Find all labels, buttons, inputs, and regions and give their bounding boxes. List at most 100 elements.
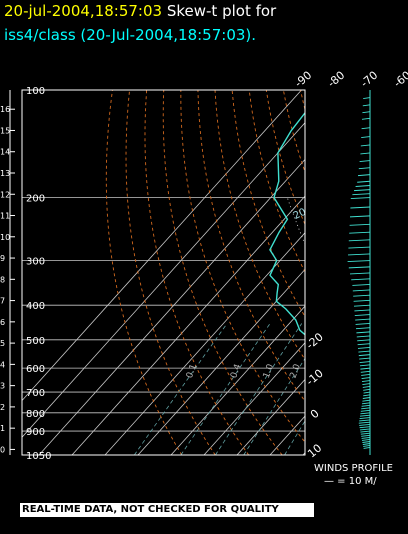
isotherm-label: -70: [358, 69, 380, 91]
isotherm-line: [236, 378, 305, 455]
wind-barb: [360, 432, 371, 435]
isotherm-label: 0: [308, 407, 322, 421]
wind-barb: [355, 185, 371, 187]
mixing-ratio-line: [354, 323, 408, 455]
wind-barb: [361, 407, 371, 410]
isotherm-line: [22, 122, 305, 438]
wind-barb: [349, 272, 371, 275]
wind-barb: [358, 350, 371, 353]
dry-adiabat-line: [125, 90, 216, 455]
wind-barb: [354, 314, 371, 317]
isotherm-line: [170, 305, 305, 455]
height-tick-label: 1: [0, 424, 5, 433]
wind-barb: [361, 136, 371, 139]
plot-area: [22, 90, 408, 455]
isotherm-line: [336, 90, 408, 455]
wind-barb: [352, 289, 371, 292]
wind-barb: [357, 174, 371, 177]
dry-adiabat-line: [300, 90, 305, 112]
wind-barb: [347, 253, 371, 256]
isotherm-label: -60: [391, 69, 408, 91]
dry-adiabat-line: [162, 90, 283, 455]
height-tick-label: 15: [0, 126, 10, 135]
wind-barb: [352, 284, 371, 286]
wind-barb: [357, 346, 371, 349]
dewpoint-profile-line: [269, 111, 305, 336]
wind-barb: [362, 441, 371, 443]
wind-barb: [359, 361, 371, 363]
height-tick-label: 4: [0, 360, 5, 369]
isotherm-line: [104, 232, 305, 455]
moist-adiabat-line: [321, 198, 359, 455]
winds-scale-label: — = 10 M/: [324, 476, 377, 487]
moist-adiabat-line: [376, 198, 408, 455]
pressure-label: 200: [26, 194, 45, 205]
pressure-label: 100: [26, 86, 45, 97]
wind-barb: [362, 399, 371, 402]
wind-barb: [349, 215, 371, 218]
height-tick-label: 9: [0, 254, 5, 263]
pressure-label: 400: [26, 301, 45, 312]
wind-barb: [356, 335, 371, 338]
wind-barb: [361, 402, 371, 405]
height-tick-label: 2: [0, 403, 5, 412]
dry-adiabat-line: [318, 90, 408, 455]
height-tick-label: 5: [0, 339, 5, 348]
wind-barb: [362, 111, 371, 114]
title-text: Skew-t plot for: [162, 2, 277, 20]
pressure-label: 500: [26, 336, 45, 347]
wind-barb: [363, 445, 371, 447]
isotherm-line: [137, 268, 305, 455]
wind-barb: [355, 327, 371, 330]
wind-barb: [363, 446, 371, 449]
isotherm-label: -20: [304, 330, 326, 352]
pressure-label: 1050: [26, 451, 51, 462]
wind-barb: [348, 246, 371, 249]
wind-barb: [354, 309, 371, 312]
wind-barb: [361, 127, 371, 130]
dry-adiabat-line: [265, 90, 305, 226]
wind-barb: [361, 434, 371, 437]
wind-barb: [353, 294, 371, 297]
wind-barb: [350, 206, 371, 209]
pressure-label: 600: [26, 364, 45, 375]
wind-barb: [359, 160, 371, 162]
wind-barb: [358, 167, 371, 170]
isotherm-label: -80: [325, 69, 347, 91]
height-tick-label: 13: [0, 169, 10, 178]
pressure-label: 300: [26, 257, 45, 268]
wind-barb: [361, 380, 371, 383]
wind-barb: [362, 385, 371, 388]
dry-adiabat-line: [352, 90, 408, 455]
moist-adiabat-line: [362, 198, 383, 455]
wind-barb: [361, 436, 371, 439]
isotherm-line: [369, 90, 408, 455]
wind-barb: [361, 377, 371, 379]
dry-adiabat-line: [231, 90, 305, 318]
wind-barb: [357, 180, 371, 183]
height-tick-label: 0: [0, 445, 5, 454]
wind-barb: [359, 426, 371, 429]
height-tick-label: 6: [0, 318, 5, 327]
isotherm-label: -90: [292, 69, 314, 91]
wind-barb: [363, 391, 371, 394]
wind-barb: [358, 421, 371, 424]
wind-barb: [353, 304, 371, 307]
height-tick-label: 14: [0, 148, 10, 157]
mixing-ratio-line: [215, 323, 303, 455]
wind-barb: [350, 197, 371, 200]
mixing-ratio-label: 0.4: [229, 363, 243, 380]
wind-barb: [348, 266, 371, 269]
mixing-ratio-label: 1.0: [262, 363, 276, 380]
wind-barb: [352, 193, 371, 196]
wind-barb: [360, 370, 371, 373]
wind-barb: [363, 97, 371, 100]
wind-barb: [359, 364, 371, 367]
dry-adiabat-line: [386, 90, 408, 455]
wind-barb: [360, 144, 371, 147]
wind-barb: [363, 388, 371, 391]
mixing-ratio-label: 0.1: [185, 363, 199, 380]
pressure-label: 900: [26, 427, 45, 438]
height-tick-label: 8: [0, 275, 5, 284]
